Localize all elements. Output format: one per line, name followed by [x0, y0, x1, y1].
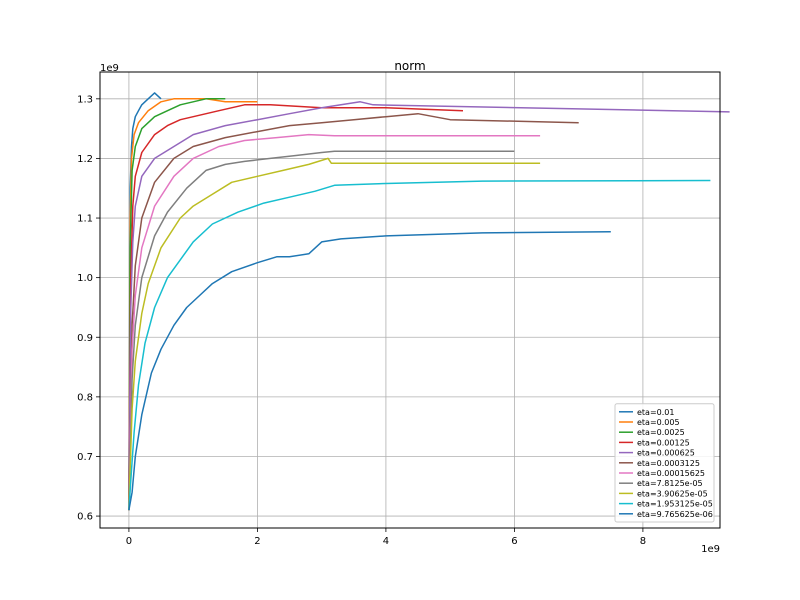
- y-offset-label: 1e9: [100, 63, 119, 74]
- legend-label: eta=0.00125: [637, 438, 690, 447]
- x-tick-label: 8: [640, 536, 646, 547]
- x-tick-label: 2: [254, 536, 260, 547]
- y-tick-label: 0.9: [77, 333, 93, 344]
- series-line-3: [128, 104, 464, 511]
- series-line-2: [128, 98, 226, 511]
- series-line-8: [128, 157, 541, 511]
- legend-label: eta=0.0025: [637, 428, 685, 437]
- y-tick-label: 0.8: [77, 392, 93, 403]
- series-line-6: [128, 133, 541, 511]
- x-offset-label: 1e9: [701, 544, 720, 555]
- legend-label: eta=9.765625e-06: [637, 510, 713, 519]
- y-tick-label: 1.1: [77, 214, 93, 225]
- series-line-4: [128, 101, 730, 511]
- y-tick-label: 1.3: [77, 94, 93, 105]
- legend-label: eta=0.0003125: [637, 459, 700, 468]
- x-tick-label: 4: [383, 536, 389, 547]
- legend-label: eta=7.8125e-05: [637, 479, 703, 488]
- plot-frame: [99, 71, 721, 529]
- series-line-10: [128, 230, 611, 511]
- series-line-7: [128, 150, 515, 511]
- y-tick-label: 0.7: [77, 452, 93, 463]
- series-line-5: [128, 112, 579, 511]
- legend-label: eta=0.01: [637, 408, 674, 417]
- legend-label: eta=0.000625: [637, 449, 695, 458]
- series-lines: [128, 92, 730, 511]
- x-tick-label: 0: [126, 536, 132, 547]
- legend-label: eta=1.953125e-05: [637, 500, 713, 509]
- y-tick-label: 1.2: [77, 154, 93, 165]
- x-tick-label: 6: [511, 536, 517, 547]
- legend-label: eta=0.00015625: [637, 469, 705, 478]
- axis-ticks: 0 2 4 6 8 0.6 0.7 0.8 0.9 1.0 1.1 1.2 1.3: [77, 94, 646, 547]
- legend-label: eta=3.90625e-05: [637, 489, 708, 498]
- series-line-9: [128, 179, 711, 511]
- legend-box: [614, 403, 715, 523]
- y-tick-label: 1.0: [77, 273, 93, 284]
- chart-title: norm: [394, 59, 425, 73]
- legend-label: eta=0.005: [637, 418, 680, 427]
- y-tick-label: 0.6: [77, 512, 93, 523]
